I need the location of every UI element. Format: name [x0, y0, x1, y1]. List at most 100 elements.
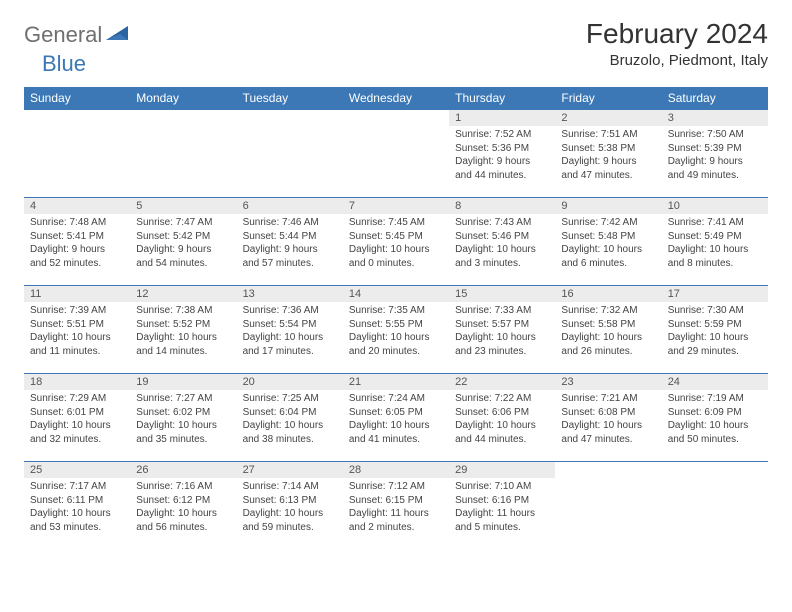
- calendar-cell: 4Sunrise: 7:48 AMSunset: 5:41 PMDaylight…: [24, 198, 130, 286]
- calendar-cell: 2Sunrise: 7:51 AMSunset: 5:38 PMDaylight…: [555, 110, 661, 198]
- day-line: Daylight: 10 hours: [668, 419, 762, 433]
- day-number: [237, 110, 343, 114]
- day-number: [24, 110, 130, 114]
- day-number: 4: [24, 198, 130, 214]
- day-line: Daylight: 10 hours: [455, 243, 549, 257]
- day-line: and 2 minutes.: [349, 521, 443, 535]
- day-content: Sunrise: 7:19 AMSunset: 6:09 PMDaylight:…: [662, 390, 768, 450]
- logo: General: [24, 22, 134, 48]
- day-content: Sunrise: 7:38 AMSunset: 5:52 PMDaylight:…: [130, 302, 236, 362]
- day-line: Sunset: 5:45 PM: [349, 230, 443, 244]
- calendar-cell: 26Sunrise: 7:16 AMSunset: 6:12 PMDayligh…: [130, 462, 236, 550]
- day-line: Sunset: 6:16 PM: [455, 494, 549, 508]
- calendar-cell: [343, 110, 449, 198]
- day-line: Sunrise: 7:48 AM: [30, 216, 124, 230]
- day-line: Sunrise: 7:17 AM: [30, 480, 124, 494]
- day-line: Sunset: 6:13 PM: [243, 494, 337, 508]
- day-number: 18: [24, 374, 130, 390]
- day-line: Sunset: 5:41 PM: [30, 230, 124, 244]
- day-line: Daylight: 10 hours: [455, 331, 549, 345]
- month-title: February 2024: [586, 18, 768, 50]
- day-number: 23: [555, 374, 661, 390]
- day-line: Sunrise: 7:43 AM: [455, 216, 549, 230]
- calendar-week: 1Sunrise: 7:52 AMSunset: 5:36 PMDaylight…: [24, 110, 768, 198]
- day-content: Sunrise: 7:29 AMSunset: 6:01 PMDaylight:…: [24, 390, 130, 450]
- day-line: Sunset: 5:58 PM: [561, 318, 655, 332]
- day-line: Sunset: 5:42 PM: [136, 230, 230, 244]
- calendar-cell: 25Sunrise: 7:17 AMSunset: 6:11 PMDayligh…: [24, 462, 130, 550]
- day-line: Sunrise: 7:52 AM: [455, 128, 549, 142]
- calendar-week: 11Sunrise: 7:39 AMSunset: 5:51 PMDayligh…: [24, 286, 768, 374]
- day-number: 15: [449, 286, 555, 302]
- day-line: and 5 minutes.: [455, 521, 549, 535]
- day-line: Sunset: 5:59 PM: [668, 318, 762, 332]
- day-line: and 32 minutes.: [30, 433, 124, 447]
- day-line: and 59 minutes.: [243, 521, 337, 535]
- day-number: [130, 110, 236, 114]
- day-content: Sunrise: 7:14 AMSunset: 6:13 PMDaylight:…: [237, 478, 343, 538]
- day-line: Sunset: 5:52 PM: [136, 318, 230, 332]
- calendar-cell: 19Sunrise: 7:27 AMSunset: 6:02 PMDayligh…: [130, 374, 236, 462]
- day-line: Sunrise: 7:14 AM: [243, 480, 337, 494]
- day-line: and 3 minutes.: [455, 257, 549, 271]
- day-header-row: Sunday Monday Tuesday Wednesday Thursday…: [24, 87, 768, 110]
- day-line: Sunrise: 7:10 AM: [455, 480, 549, 494]
- day-line: Sunset: 6:01 PM: [30, 406, 124, 420]
- day-number: 7: [343, 198, 449, 214]
- calendar-cell: 22Sunrise: 7:22 AMSunset: 6:06 PMDayligh…: [449, 374, 555, 462]
- day-line: Daylight: 10 hours: [668, 243, 762, 257]
- day-line: Sunrise: 7:41 AM: [668, 216, 762, 230]
- day-line: Daylight: 11 hours: [455, 507, 549, 521]
- day-line: Sunset: 6:02 PM: [136, 406, 230, 420]
- calendar-cell: 20Sunrise: 7:25 AMSunset: 6:04 PMDayligh…: [237, 374, 343, 462]
- day-line: Sunset: 6:09 PM: [668, 406, 762, 420]
- day-content: Sunrise: 7:50 AMSunset: 5:39 PMDaylight:…: [662, 126, 768, 186]
- calendar-cell: 29 Sunrise: 7:10 AMSunset: 6:16 PMDayligh…: [449, 462, 555, 550]
- day-line: Sunrise: 7:21 AM: [561, 392, 655, 406]
- day-line: Daylight: 9 hours: [455, 155, 549, 169]
- day-line: Sunrise: 7:51 AM: [561, 128, 655, 142]
- calendar-cell: 18Sunrise: 7:29 AMSunset: 6:01 PMDayligh…: [24, 374, 130, 462]
- day-content: Sunrise: 7:48 AMSunset: 5:41 PMDaylight:…: [24, 214, 130, 274]
- day-number: 29: [449, 462, 555, 478]
- day-content: Sunrise: 7:43 AMSunset: 5:46 PMDaylight:…: [449, 214, 555, 274]
- day-line: Sunrise: 7:24 AM: [349, 392, 443, 406]
- day-content: Sunrise: 7:22 AMSunset: 6:06 PMDaylight:…: [449, 390, 555, 450]
- day-content: Sunrise: 7:52 AMSunset: 5:36 PMDaylight:…: [449, 126, 555, 186]
- day-line: Daylight: 9 hours: [668, 155, 762, 169]
- day-line: Daylight: 10 hours: [30, 507, 124, 521]
- day-line: Sunrise: 7:42 AM: [561, 216, 655, 230]
- day-number: 5: [130, 198, 236, 214]
- day-line: Sunset: 5:57 PM: [455, 318, 549, 332]
- day-line: and 26 minutes.: [561, 345, 655, 359]
- day-line: and 57 minutes.: [243, 257, 337, 271]
- day-number: [662, 462, 768, 466]
- day-content: Sunrise: 7:12 AMSunset: 6:15 PMDaylight:…: [343, 478, 449, 538]
- day-number: 14: [343, 286, 449, 302]
- day-line: Sunrise: 7:30 AM: [668, 304, 762, 318]
- day-content: Sunrise: 7:51 AMSunset: 5:38 PMDaylight:…: [555, 126, 661, 186]
- day-header: Friday: [555, 87, 661, 110]
- calendar-cell: 24Sunrise: 7:19 AMSunset: 6:09 PMDayligh…: [662, 374, 768, 462]
- day-line: Sunrise: 7:39 AM: [30, 304, 124, 318]
- day-number: [555, 462, 661, 466]
- day-line: and 56 minutes.: [136, 521, 230, 535]
- day-number: 1: [449, 110, 555, 126]
- day-line: Sunset: 6:04 PM: [243, 406, 337, 420]
- day-line: and 14 minutes.: [136, 345, 230, 359]
- calendar-cell: 3Sunrise: 7:50 AMSunset: 5:39 PMDaylight…: [662, 110, 768, 198]
- day-line: Daylight: 10 hours: [136, 419, 230, 433]
- day-line: Sunrise: 7:38 AM: [136, 304, 230, 318]
- day-line: and 47 minutes.: [561, 433, 655, 447]
- day-content: Sunrise: 7:30 AMSunset: 5:59 PMDaylight:…: [662, 302, 768, 362]
- day-line: Sunrise: 7:25 AM: [243, 392, 337, 406]
- calendar-cell: [662, 462, 768, 550]
- calendar-cell: 5Sunrise: 7:47 AMSunset: 5:42 PMDaylight…: [130, 198, 236, 286]
- day-line: Daylight: 10 hours: [561, 331, 655, 345]
- calendar-cell: 8Sunrise: 7:43 AMSunset: 5:46 PMDaylight…: [449, 198, 555, 286]
- calendar-cell: 10Sunrise: 7:41 AMSunset: 5:49 PMDayligh…: [662, 198, 768, 286]
- day-line: Daylight: 10 hours: [136, 507, 230, 521]
- day-line: and 44 minutes.: [455, 433, 549, 447]
- day-header: Monday: [130, 87, 236, 110]
- day-content: Sunrise: 7:27 AMSunset: 6:02 PMDaylight:…: [130, 390, 236, 450]
